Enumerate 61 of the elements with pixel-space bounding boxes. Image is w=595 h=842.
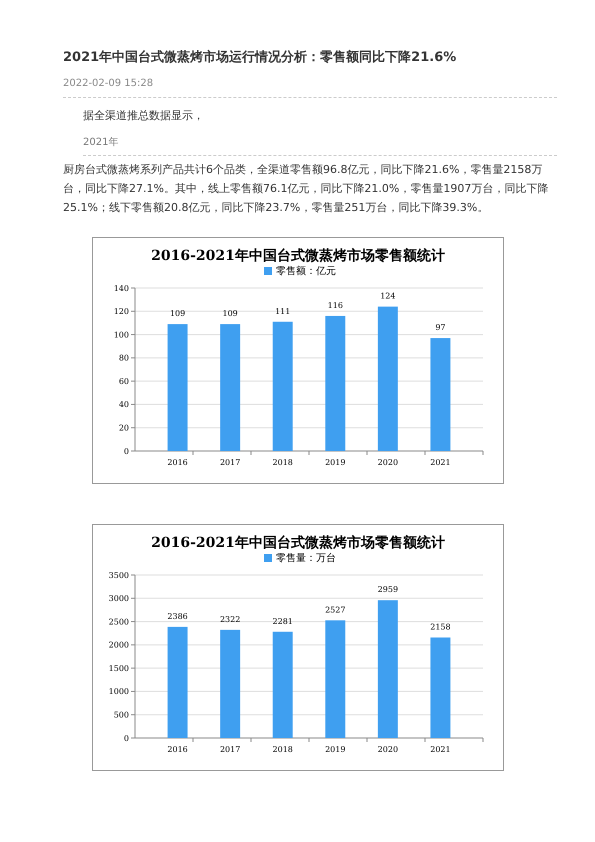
- bar: [324, 620, 345, 738]
- y-tick-label: 120: [113, 307, 128, 316]
- x-tick-label: 2016: [166, 458, 188, 467]
- y-tick-label: 20: [118, 424, 128, 433]
- data-label: 116: [327, 300, 342, 310]
- data-label: 2158: [430, 622, 450, 632]
- data-label: 2527: [324, 605, 345, 614]
- x-tick-label: 2017: [219, 458, 240, 467]
- text: 据全渠道推总数据显示，: [83, 108, 205, 123]
- data-label: 109: [169, 309, 185, 318]
- bar: [220, 324, 240, 451]
- data-label: 97: [434, 323, 446, 332]
- bar: [167, 324, 188, 451]
- data-label: 111: [274, 306, 290, 316]
- y-tick-label: 140: [113, 284, 128, 293]
- x-tick-label: 2017: [219, 745, 240, 754]
- x-tick-label: 2016: [166, 745, 188, 754]
- data-label: 124: [380, 292, 395, 301]
- bar: [167, 626, 188, 738]
- text: 2021年: [83, 135, 557, 156]
- text: 2022-02-09 15:28: [63, 78, 557, 98]
- y-tick-label: 40: [118, 400, 128, 410]
- y-tick-label: 3000: [108, 594, 128, 604]
- y-tick-label: 1000: [108, 687, 128, 696]
- bar: [272, 322, 292, 451]
- x-tick-label: 2019: [324, 745, 345, 754]
- x-tick-label: 2020: [377, 745, 398, 754]
- bar: [272, 632, 292, 738]
- bar: [377, 600, 398, 738]
- y-tick-label: 100: [113, 330, 128, 340]
- bar: [220, 630, 240, 738]
- bar: [324, 316, 345, 451]
- data-label: 2322: [219, 614, 240, 624]
- x-tick-label: 2019: [324, 458, 345, 467]
- y-tick-label: 3500: [108, 570, 128, 580]
- y-tick-label: 0: [123, 446, 128, 456]
- chart-title: 2016-2021年中国台式微蒸烤市场零售额统计: [150, 534, 444, 551]
- data-label: 2386: [166, 612, 188, 621]
- y-tick-label: 1500: [108, 664, 128, 673]
- x-tick-label: 2020: [377, 458, 398, 467]
- y-tick-label: 2000: [108, 640, 128, 650]
- data-label: 2281: [272, 616, 292, 626]
- y-tick-label: 0: [123, 734, 128, 743]
- y-tick-label: 2500: [108, 617, 128, 626]
- legend-label: 零售量：万台: [276, 552, 336, 564]
- x-tick-label: 2021: [430, 745, 450, 754]
- legend-label: 零售额：亿元: [276, 265, 336, 277]
- text: 2021年中国台式微蒸烤市场运行情况分析：零售额同比下降21.6%: [63, 48, 458, 66]
- chart-title: 2016-2021年中国台式微蒸烤市场零售额统计: [150, 247, 444, 264]
- y-tick-label: 500: [113, 710, 128, 720]
- text: 厨房台式微蒸烤系列产品共计6个品类，全渠道零售额96.8亿元，同比下降21.6%，零售量2158万台，同比下降27.1%。其中，线上零售额76.1亿元，同比下降21.0%，零售量1907万台，同比下降25.1%；线下零售额20.8亿元，同比下降23.7%，零售量251万台，同比下降39.3%。: [63, 162, 550, 216]
- data-label: 2959: [377, 585, 398, 594]
- x-tick-label: 2018: [272, 745, 292, 754]
- y-tick-label: 80: [118, 354, 128, 363]
- data-label: 109: [222, 309, 238, 318]
- bar: [430, 338, 450, 451]
- y-tick-label: 60: [118, 376, 128, 386]
- x-tick-label: 2021: [430, 458, 450, 467]
- bar: [430, 638, 450, 738]
- x-tick-label: 2018: [272, 458, 292, 467]
- bar: [377, 306, 398, 451]
